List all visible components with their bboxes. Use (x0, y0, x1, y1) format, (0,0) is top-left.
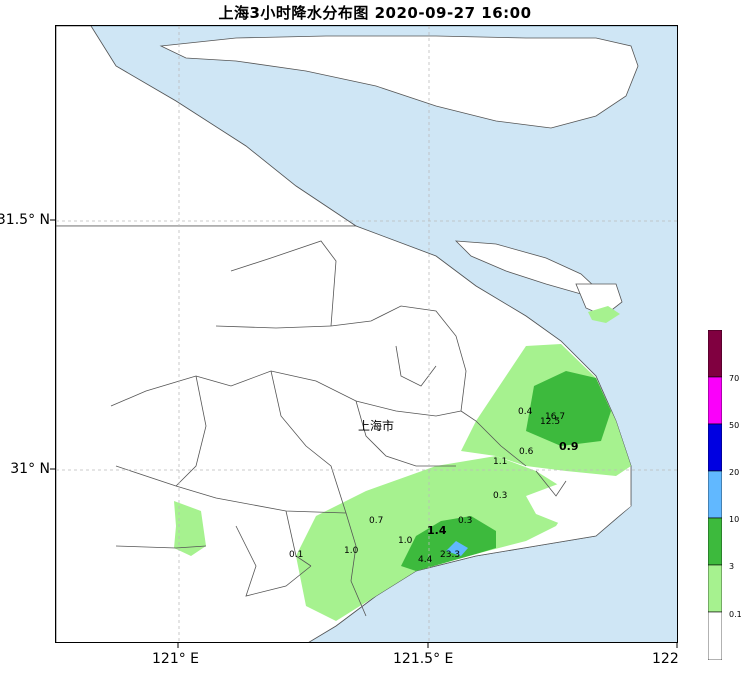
legend-swatch-20-50 (708, 423, 722, 472)
legend-colorbar (708, 330, 722, 660)
legend-swatch-3-10 (708, 517, 722, 566)
legend-label: 70 (729, 374, 740, 383)
legend-label: 0.1 (729, 610, 742, 619)
map-canvas: 上海市 0.4 16.7 12.5 0.9 0.6 1.1 0.3 0.7 1.… (56, 26, 677, 642)
legend-swatch-50-70 (708, 376, 722, 425)
station-value: 23.3 (440, 550, 460, 560)
lon-label-122: 122 (652, 651, 679, 667)
station-value: 0.1 (289, 550, 303, 560)
station-value: 0.3 (493, 491, 507, 501)
rain-area-southwest (174, 501, 206, 556)
lat-label-31: 31° N (10, 461, 50, 477)
station-value: 0.7 (369, 516, 383, 526)
legend-label: 20 (729, 468, 740, 477)
district-boundaries (110, 240, 567, 617)
station-value: 4.4 (418, 555, 433, 565)
station-value: 0.4 (518, 407, 533, 417)
station-value: 1.4 (427, 524, 447, 537)
legend-label: 3 (729, 562, 735, 571)
lat-label-31-5: 31.5° N (0, 212, 50, 228)
station-value: 1.1 (493, 457, 507, 467)
graticule (56, 26, 677, 642)
map-frame: 上海市 0.4 16.7 12.5 0.9 0.6 1.1 0.3 0.7 1.… (55, 25, 678, 643)
station-value: 1.0 (398, 536, 413, 546)
legend-swatch-0-1-3 (708, 564, 722, 613)
legend-swatch-below-0-1 (708, 611, 722, 660)
legend-label: 10 (729, 515, 740, 524)
rain-area-blue (446, 541, 468, 556)
map-title: 上海3小时降水分布图 2020-09-27 16:00 (218, 4, 532, 22)
chongming-island (159, 35, 639, 129)
lon-label-121-5: 121.5° E (393, 651, 454, 667)
rain-area-dark-east (526, 371, 611, 446)
station-value: 0.9 (559, 440, 579, 453)
jiuduansha-rain (588, 306, 620, 323)
legend-swatch-70plus (708, 330, 722, 378)
city-label: 上海市 (358, 418, 394, 433)
station-value: 0.6 (519, 447, 534, 457)
legend-swatch-10-20 (708, 470, 722, 519)
rain-area-dark-south (401, 516, 496, 571)
lon-label-121: 121° E (152, 651, 200, 667)
station-value: 1.0 (344, 546, 359, 556)
station-value: 12.5 (540, 417, 560, 427)
no-rain-gap (526, 481, 631, 526)
station-value: 16.7 (545, 412, 565, 422)
station-values: 0.4 16.7 12.5 0.9 0.6 1.1 0.3 0.7 1.4 0.… (289, 407, 579, 565)
station-value: 0.3 (458, 516, 472, 526)
legend-label: 50 (729, 421, 740, 430)
